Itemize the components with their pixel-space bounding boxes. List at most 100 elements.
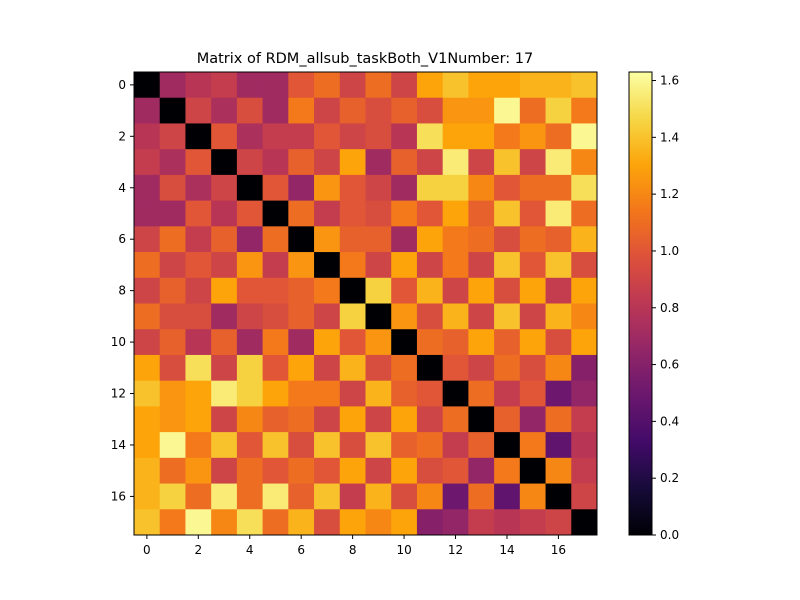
heatmap-cell [494,509,521,536]
heatmap-cell [288,483,315,510]
heatmap-cell [314,457,341,484]
heatmap-cell [391,123,418,150]
heatmap-cell [416,380,444,407]
heatmap-cell [442,329,469,356]
heatmap-cell [519,97,546,124]
heatmap-cell [159,174,186,202]
heatmap-cell [314,200,341,227]
heatmap-cell [134,123,161,150]
heatmap-cell [288,200,315,227]
heatmap-cell [571,380,598,407]
heatmap-cell [159,303,186,330]
heatmap-cell [391,457,418,484]
heatmap-cell [159,380,186,407]
heatmap-cell [262,149,289,176]
heatmap-cell [134,149,161,176]
heatmap-cell [339,457,366,484]
heatmap-cell [442,123,469,150]
heatmap-cell [185,380,212,407]
heatmap-cell [236,97,264,124]
heatmap-cell [571,354,598,382]
x-tick-label: 14 [499,543,514,557]
heatmap-cell [314,380,341,407]
heatmap-cell [494,380,521,407]
y-tick-label: 0 [118,78,126,92]
heatmap-cell [365,277,392,304]
x-tick-label: 8 [349,543,357,557]
heatmap-cell [236,72,264,99]
colorbar [628,71,653,536]
heatmap-cell [314,303,341,330]
heatmap-cell [519,252,546,279]
heatmap-cell [159,123,186,150]
heatmap-cell [442,277,469,304]
heatmap-cell [288,97,315,124]
heatmap-cell [211,303,238,330]
heatmap-cell [391,303,418,330]
heatmap-cell [519,174,546,202]
heatmap-cell [211,432,238,459]
heatmap-cell [391,483,418,510]
heatmap-cell [545,380,572,407]
heatmap-cell [314,252,341,279]
heatmap-cell [442,303,469,330]
heatmap-cell [314,432,341,459]
heatmap-cell [416,354,444,382]
heatmap-cell [545,174,572,202]
heatmap-cell [159,72,186,99]
heatmap-cell [211,72,238,99]
heatmap-cell [236,149,264,176]
heatmap-cell [391,354,418,382]
heatmap-cell [416,72,444,99]
heatmap-cell [391,252,418,279]
heatmap-cell [236,457,264,484]
heatmap-cell [211,329,238,356]
heatmap-cell [211,252,238,279]
heatmap-cell [391,226,418,253]
heatmap-cell [185,174,212,202]
heatmap-cell [211,200,238,227]
heatmap-cell [339,149,366,176]
heatmap-cell [185,354,212,382]
heatmap-cell [571,303,598,330]
heatmap-cell [262,457,289,484]
heatmap-cell [365,509,392,536]
heatmap-cell [365,200,392,227]
x-axis-ticks: 0 2 4 6 8 10 12 14 16 [143,535,566,557]
heatmap-cell [365,97,392,124]
heatmap-cell [288,252,315,279]
heatmap-cell [159,149,186,176]
heatmap-cell [134,483,161,510]
heatmap-cell [339,174,366,202]
heatmap-cell [314,149,341,176]
y-tick-label: 16 [111,489,126,503]
heatmap-cell [468,252,495,279]
heatmap-cell [262,72,289,99]
heatmap-cell [545,329,572,356]
heatmap-cell [365,432,392,459]
heatmap-cell [468,149,495,176]
heatmap-cell [339,72,366,99]
heatmap-cell [134,354,161,382]
heatmap-cell [339,329,366,356]
heatmap-cell [442,174,469,202]
heatmap-cell [288,329,315,356]
heatmap-cell [571,277,598,304]
heatmap-cell [494,354,521,382]
heatmap-cell [416,174,444,202]
heatmap-cell [339,123,366,150]
heatmap-cell [262,509,289,536]
heatmap-cell [442,252,469,279]
y-tick-label: 4 [118,181,126,195]
heatmap-cell [519,226,546,253]
heatmap-cell [185,457,212,484]
heatmap-cell [262,226,289,253]
heatmap-cell [134,72,161,99]
heatmap-cell [519,329,546,356]
heatmap-cell [159,483,186,510]
heatmap-cell [545,226,572,253]
colorbar-tick-label: 0.0 [660,528,679,542]
heatmap-cell [519,354,546,382]
heatmap-cell [494,226,521,253]
